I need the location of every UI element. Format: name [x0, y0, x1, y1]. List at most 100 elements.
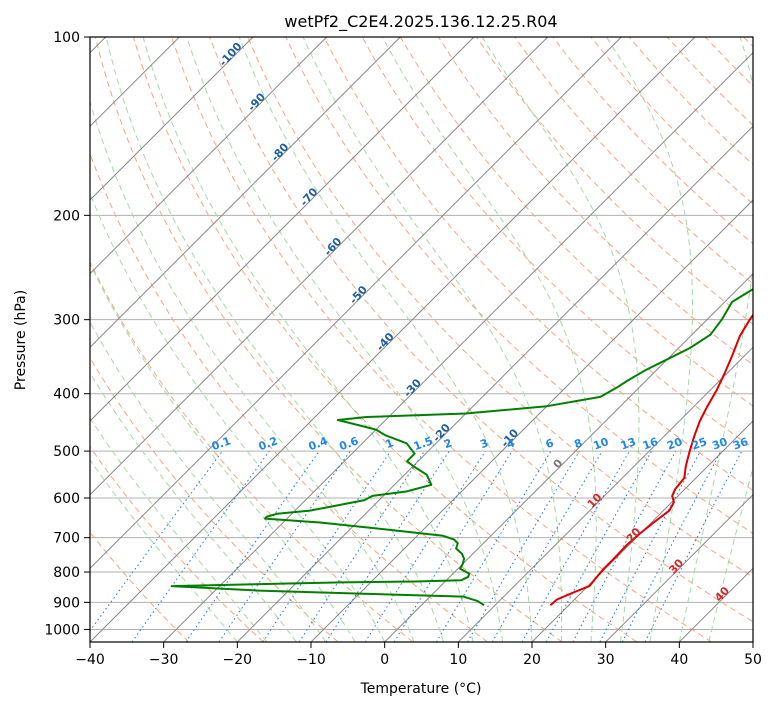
grid-layer [90, 37, 753, 642]
plot-frame [89, 36, 754, 643]
mixing-ratio-line [298, 450, 425, 642]
x-tick-label: 10 [449, 652, 467, 668]
isotherm-line [531, 420, 753, 642]
isotherm-line [90, 37, 328, 275]
mixing-ratio-label: 2 [442, 436, 454, 451]
mixing-ratio-line [572, 450, 677, 642]
mixing-ratio-line [262, 450, 392, 642]
y-tick-label: 500 [53, 444, 80, 460]
x-tick-label: −40 [75, 652, 105, 668]
moist-adiabat-line [90, 192, 386, 642]
mixing-ratio-line [435, 450, 552, 642]
dry-adiabat-line [132, 37, 638, 642]
moist-adiabat-line [90, 262, 356, 642]
moist-adiabat-line [105, 37, 445, 642]
mixing-ratio-label: 13 [619, 435, 638, 452]
moist-adiabat-line [381, 37, 597, 642]
mixing-ratio-line [325, 450, 450, 642]
isotherm-line [163, 51, 753, 642]
x-tick-label: −30 [149, 652, 179, 668]
x-tick-label: −10 [296, 652, 326, 668]
moist-adiabat-line [708, 465, 753, 642]
moist-adiabat-line [302, 37, 563, 642]
mixing-ratio-label: 36 [731, 435, 750, 453]
mixing-ratio-label: 0.4 [307, 434, 330, 453]
mixing-ratio-label: 3 [478, 436, 490, 451]
mixing-ratio-label: 30 [710, 435, 729, 453]
y-tick-label: 100 [53, 30, 80, 46]
mixing-ratio-line [364, 450, 486, 642]
x-tick-label: 20 [523, 652, 541, 668]
mixing-ratio-label: 20 [665, 435, 684, 453]
isotherm-line [384, 272, 753, 642]
mixing-ratio-label: 1.5 [412, 434, 435, 453]
moist-adiabat-line [142, 37, 474, 642]
moist-adiabat-line [90, 99, 415, 642]
moist-adiabat-line [481, 37, 640, 642]
isotherm-line [457, 346, 753, 642]
moist-adiabat-line [606, 37, 693, 642]
isotherm-line [605, 493, 753, 642]
x-tick-label: 40 [670, 652, 688, 668]
y-tick-label: 300 [53, 313, 80, 329]
dry-adiabat-line [476, 37, 753, 325]
isotherm-line [90, 37, 549, 496]
dry-adiabat-line [90, 260, 414, 642]
y-axis-label: Pressure (hPa) [13, 290, 29, 390]
mixing-ratio-label: 0.2 [257, 434, 280, 453]
dry-adiabat-line [209, 37, 753, 623]
mixing-ratio-label: 0.1 [210, 434, 233, 453]
mixing-ratio-line [218, 450, 351, 642]
y-tick-label: 400 [53, 387, 80, 403]
moist-adiabat-line [90, 371, 297, 642]
mixing-ratio-label: 25 [690, 435, 709, 452]
mixing-ratio-line [393, 450, 513, 642]
dewpoint-profile-line [170, 288, 753, 607]
y-tick-label: 1000 [44, 622, 80, 638]
x-tick-label: 50 [744, 652, 762, 668]
mixing-ratio-label: 10 [592, 435, 611, 453]
y-tick-label: 900 [53, 595, 80, 611]
moist-adiabat-line [186, 37, 503, 642]
moist-adiabat-line [238, 37, 533, 642]
temperature-profile-line [549, 313, 753, 606]
series-layer [170, 288, 753, 607]
axis-layer: −40 −30 −20 −10 0 10 20 30 40 5010020030040050060… [44, 30, 762, 668]
y-tick-label: 600 [53, 491, 80, 507]
mixing-ratio-label: 4 [505, 436, 517, 451]
x-axis-label: Temperature (°C) [360, 681, 482, 697]
mixing-ratio-line [599, 450, 701, 642]
mixing-ratio-label: 16 [641, 435, 660, 453]
dry-adiabat-line [323, 37, 753, 491]
isotherm-line [90, 37, 696, 642]
x-tick-label: 30 [597, 652, 615, 668]
moist-adiabat-line [90, 321, 327, 642]
mixing-ratio-label: 6 [544, 436, 556, 451]
y-tick-label: 200 [53, 208, 80, 224]
mixing-ratio-label: 8 [572, 436, 584, 451]
chart-title: wetPf2_C2E4.2025.136.12.25.R04 [284, 12, 557, 32]
x-tick-label: −20 [223, 652, 253, 668]
mixing-ratio-label: 1 [384, 436, 396, 451]
x-tick-label: 0 [380, 652, 389, 668]
isotherm-line [90, 37, 622, 570]
mixing-ratio-label: 0.6 [338, 434, 361, 453]
moist-adiabat-line [678, 37, 753, 642]
y-tick-label: 800 [53, 565, 80, 581]
dry-adiabat-line [171, 37, 712, 642]
isotherm-line [310, 199, 753, 642]
isotherm-line [90, 37, 475, 422]
dry-adiabat-line [90, 446, 264, 642]
dry-adiabat-line [514, 37, 753, 285]
dry-adiabat-line [285, 37, 753, 535]
mixing-ratio-line [185, 450, 320, 642]
isotherm-line [90, 37, 254, 201]
isotherm-line [236, 125, 753, 642]
y-tick-label: 700 [53, 531, 80, 547]
dry-adiabat-line [247, 37, 753, 578]
mixing-ratio-line [467, 450, 580, 642]
dry-adiabat-line [94, 37, 563, 642]
moist-adiabat-line [90, 417, 268, 642]
